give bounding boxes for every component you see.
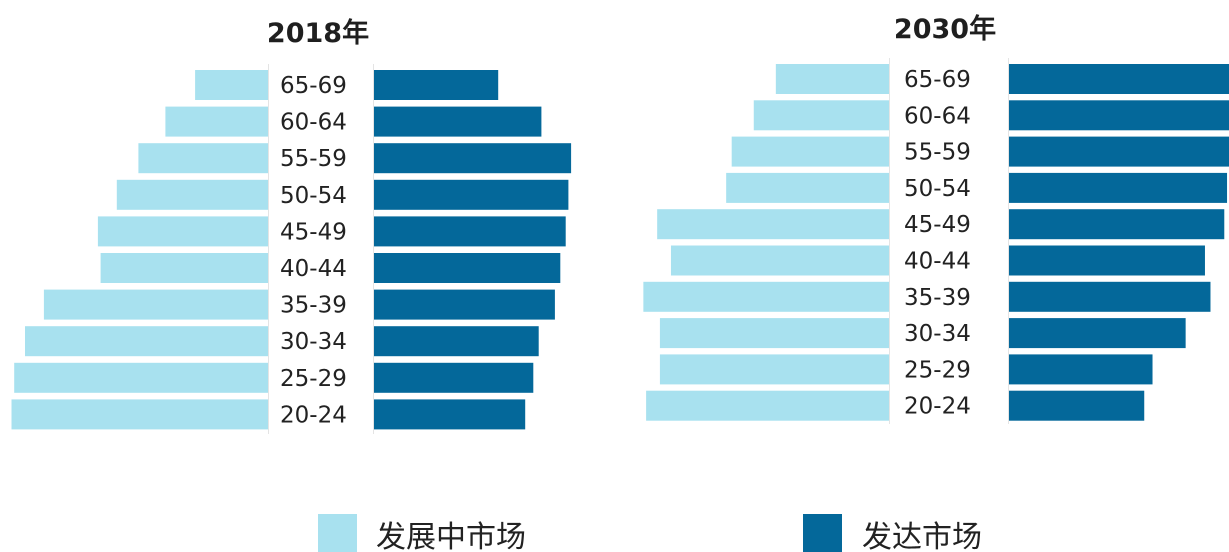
legend-swatch-2 bbox=[803, 514, 842, 552]
bar-developing-1-65-69 bbox=[195, 70, 268, 100]
bar-developing-1-45-49 bbox=[97, 216, 269, 247]
bar-developed-2-60-64 bbox=[1009, 100, 1229, 131]
age-label-2-60-64: 60-64 bbox=[904, 103, 971, 129]
bar-developing-2-60-64 bbox=[753, 100, 889, 131]
age-label-1-45-49: 45-49 bbox=[280, 219, 347, 245]
bar-developing-2-20-24 bbox=[646, 390, 889, 421]
age-label-1-40-44: 40-44 bbox=[280, 256, 347, 282]
bar-developing-2-55-59 bbox=[731, 136, 889, 167]
bar-developing-1-35-39 bbox=[43, 289, 269, 320]
age-label-1-50-54: 50-54 bbox=[280, 183, 347, 209]
bar-developed-2-25-29 bbox=[1009, 354, 1153, 385]
age-label-2-55-59: 55-59 bbox=[904, 140, 971, 166]
age-label-1-35-39: 35-39 bbox=[280, 293, 347, 319]
age-label-1-20-24: 20-24 bbox=[280, 402, 347, 428]
age-label-2-20-24: 20-24 bbox=[904, 394, 971, 420]
age-label-2-50-54: 50-54 bbox=[904, 176, 971, 202]
bar-developing-1-25-29 bbox=[14, 362, 269, 393]
age-label-1-25-29: 25-29 bbox=[280, 366, 347, 392]
bar-developing-2-45-49 bbox=[657, 209, 889, 240]
bar-developed-1-40-44 bbox=[374, 253, 561, 283]
bar-developed-2-20-24 bbox=[1009, 390, 1145, 421]
age-label-1-30-34: 30-34 bbox=[280, 329, 347, 355]
bar-developed-2-40-44 bbox=[1009, 245, 1205, 276]
bar-developing-2-50-54 bbox=[726, 172, 889, 203]
bar-developing-1-40-44 bbox=[100, 253, 268, 283]
bar-developed-1-55-59 bbox=[374, 143, 572, 174]
age-label-1-55-59: 55-59 bbox=[280, 146, 347, 172]
bar-developing-1-55-59 bbox=[138, 143, 268, 174]
bar-developing-2-25-29 bbox=[659, 354, 889, 385]
bar-developed-1-45-49 bbox=[374, 216, 566, 247]
age-label-2-45-49: 45-49 bbox=[904, 212, 971, 238]
bar-developed-1-35-39 bbox=[374, 289, 555, 320]
bar-developing-1-60-64 bbox=[165, 106, 268, 137]
bar-developed-2-65-69 bbox=[1009, 64, 1229, 94]
bar-developing-2-35-39 bbox=[643, 281, 889, 312]
bar-developing-2-30-34 bbox=[659, 318, 889, 349]
bar-developing-1-30-34 bbox=[25, 326, 268, 357]
bar-developed-1-20-24 bbox=[374, 399, 526, 430]
age-label-2-40-44: 40-44 bbox=[904, 249, 971, 275]
bar-developed-1-60-64 bbox=[374, 106, 542, 137]
age-label-2-35-39: 35-39 bbox=[904, 285, 971, 311]
bar-developed-1-50-54 bbox=[374, 179, 569, 210]
bar-developed-2-55-59 bbox=[1009, 136, 1229, 167]
bar-developed-2-30-34 bbox=[1009, 318, 1186, 349]
bar-developed-1-65-69 bbox=[374, 70, 499, 100]
bar-developing-1-20-24 bbox=[11, 399, 268, 430]
bar-developed-2-35-39 bbox=[1009, 281, 1211, 312]
bar-developed-2-50-54 bbox=[1009, 172, 1228, 203]
age-label-1-65-69: 65-69 bbox=[280, 73, 347, 99]
legend-label-2: 发达市场 bbox=[862, 520, 982, 552]
bar-developed-2-45-49 bbox=[1009, 209, 1225, 240]
bar-developed-1-25-29 bbox=[374, 362, 534, 393]
chart-title-1: 2018年 bbox=[267, 17, 369, 49]
bar-developing-2-65-69 bbox=[775, 64, 889, 94]
age-label-1-60-64: 60-64 bbox=[280, 110, 347, 136]
age-label-2-65-69: 65-69 bbox=[904, 67, 971, 93]
legend-label-1: 发展中市场 bbox=[376, 520, 526, 552]
age-label-2-30-34: 30-34 bbox=[904, 321, 971, 347]
age-label-2-25-29: 25-29 bbox=[904, 357, 971, 383]
bar-developing-2-40-44 bbox=[670, 245, 889, 276]
legend-swatch-1 bbox=[318, 514, 357, 552]
bar-developed-1-30-34 bbox=[374, 326, 539, 357]
bar-developing-1-50-54 bbox=[116, 179, 268, 210]
chart-title-2: 2030年 bbox=[894, 13, 996, 45]
